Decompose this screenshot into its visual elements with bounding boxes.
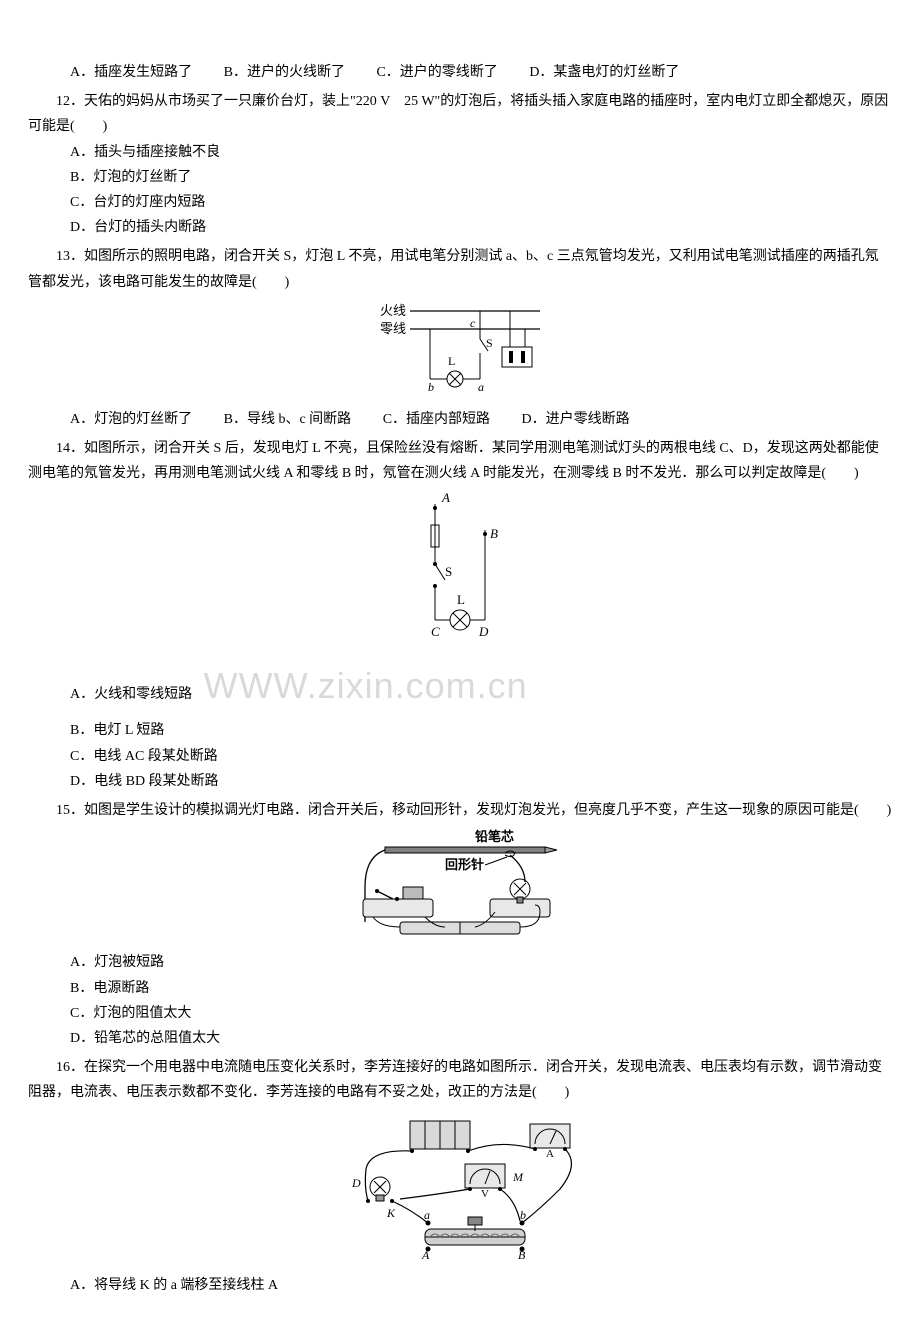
q15-fig-pencil-label: 铅笔芯 (475, 829, 514, 844)
q11-options-row: A．插座发生短路了 B．进户的火线断了 C．进户的零线断了 D．某盏电灯的灯丝断… (28, 60, 892, 85)
q15-figure: 铅笔芯 回形针 (28, 827, 892, 946)
q13-option-c: C．插座内部短路 (383, 407, 490, 432)
q16-fig-d-label: D (351, 1176, 361, 1190)
q14-option-a-text: A．火线和零线短路 (70, 687, 192, 702)
q13-fig-b-label: b (428, 380, 434, 394)
q16-fig-bigB-label: B (518, 1248, 526, 1259)
q13: 13．如图所示的照明电路，闭合开关 S，灯泡 L 不亮，用试电笔分别测试 a、b… (28, 244, 892, 432)
q14-option-c: C．电线 AC 段某处断路 (70, 744, 892, 769)
q11-option-d: D．某盏电灯的灯丝断了 (529, 60, 679, 85)
q16-fig-v-label: V (481, 1188, 489, 1200)
q16-fig-k-label: K (386, 1206, 396, 1220)
q15: 15．如图是学生设计的模拟调光灯电路．闭合开关后，移动回形针，发现灯泡发光，但亮… (28, 798, 892, 1051)
q16-figure: A V M D K (28, 1109, 892, 1268)
q15-fig-clip-label: 回形针 (445, 857, 484, 872)
q13-option-a: A．灯泡的灯丝断了 (70, 407, 192, 432)
q12-option-c: C．台灯的灯座内短路 (70, 190, 892, 215)
q13-options: A．灯泡的灯丝断了 B．导线 b、c 间断路 C．插座内部短路 D．进户零线断路 (28, 407, 892, 432)
q15-option-c: C．灯泡的阻值太大 (70, 1001, 892, 1026)
q12-option-a: A．插头与插座接触不良 (70, 140, 892, 165)
q14-option-a: A．火线和零线短路 WWW.zixin.com.cn (70, 654, 892, 719)
q12-options: A．插头与插座接触不良 B．灯泡的灯丝断了 C．台灯的灯座内短路 D．台灯的插头… (28, 140, 892, 241)
q13-fig-l-label: L (448, 354, 455, 368)
q14-options: A．火线和零线短路 WWW.zixin.com.cn B．电灯 L 短路 C．电… (28, 654, 892, 794)
q16-fig-amp-label: A (546, 1148, 554, 1160)
q14-stem: 14．如图所示，闭合开关 S 后，发现电灯 L 不亮，且保险丝没有熔断．某同学用… (28, 436, 892, 486)
q14-fig-d-label: D (478, 624, 489, 639)
q14-fig-b-label: B (490, 526, 498, 541)
q16: 16．在探究一个用电器中电流随电压变化关系时，李芳连接好的电路如图所示．闭合开关… (28, 1055, 892, 1298)
q12-option-d: D．台灯的插头内断路 (70, 215, 892, 240)
q16-fig-m-label: M (512, 1170, 524, 1184)
q13-fig-huoxian-label: 火线 (380, 303, 406, 318)
q11-option-c: C．进户的零线断了 (376, 60, 497, 85)
q14-figure: A B S L C D (28, 490, 892, 649)
q13-fig-c-label: c (470, 316, 476, 330)
q15-option-b: B．电源断路 (70, 976, 892, 1001)
q16-stem: 16．在探究一个用电器中电流随电压变化关系时，李芳连接好的电路如图所示．闭合开关… (28, 1055, 892, 1105)
watermark-text: WWW.zixin.com.cn (204, 665, 528, 706)
q11-option-b: B．进户的火线断了 (224, 60, 345, 85)
q12-stem: 12．天佑的妈妈从市场买了一只廉价台灯，装上"220 V 25 W"的灯泡后，将… (28, 89, 892, 139)
q13-option-d: D．进户零线断路 (522, 407, 630, 432)
q14: 14．如图所示，闭合开关 S 后，发现电灯 L 不亮，且保险丝没有熔断．某同学用… (28, 436, 892, 794)
q13-figure: 火线 零线 c S L b a (28, 299, 892, 403)
q15-option-a: A．灯泡被短路 (70, 950, 892, 975)
q16-option-a: A．将导线 K 的 a 端移至接线柱 A (70, 1273, 892, 1298)
q13-fig-s-label: S (486, 336, 493, 350)
q15-options: A．灯泡被短路 B．电源断路 C．灯泡的阻值太大 D．铅笔芯的总阻值太大 (28, 950, 892, 1051)
q14-fig-a-label: A (441, 490, 450, 505)
q15-option-d: D．铅笔芯的总阻值太大 (70, 1026, 892, 1051)
q16-options: A．将导线 K 的 a 端移至接线柱 A (28, 1273, 892, 1298)
q14-fig-s-label: S (445, 564, 452, 579)
q14-option-b: B．电灯 L 短路 (70, 718, 892, 743)
q14-option-d: D．电线 BD 段某处断路 (70, 769, 892, 794)
q16-fig-bigA-label: A (421, 1248, 430, 1259)
q13-fig-lingxian-label: 零线 (380, 321, 406, 336)
q15-stem: 15．如图是学生设计的模拟调光灯电路．闭合开关后，移动回形针，发现灯泡发光，但亮… (28, 798, 892, 823)
q14-fig-c-label: C (431, 624, 440, 639)
q11-option-a: A．插座发生短路了 (70, 60, 192, 85)
q13-stem: 13．如图所示的照明电路，闭合开关 S，灯泡 L 不亮，用试电笔分别测试 a、b… (28, 244, 892, 294)
q12-option-b: B．灯泡的灯丝断了 (70, 165, 892, 190)
q14-fig-l-label: L (457, 592, 465, 607)
q13-fig-a-label: a (478, 380, 484, 394)
q12: 12．天佑的妈妈从市场买了一只廉价台灯，装上"220 V 25 W"的灯泡后，将… (28, 89, 892, 240)
q13-option-b: B．导线 b、c 间断路 (224, 407, 352, 432)
